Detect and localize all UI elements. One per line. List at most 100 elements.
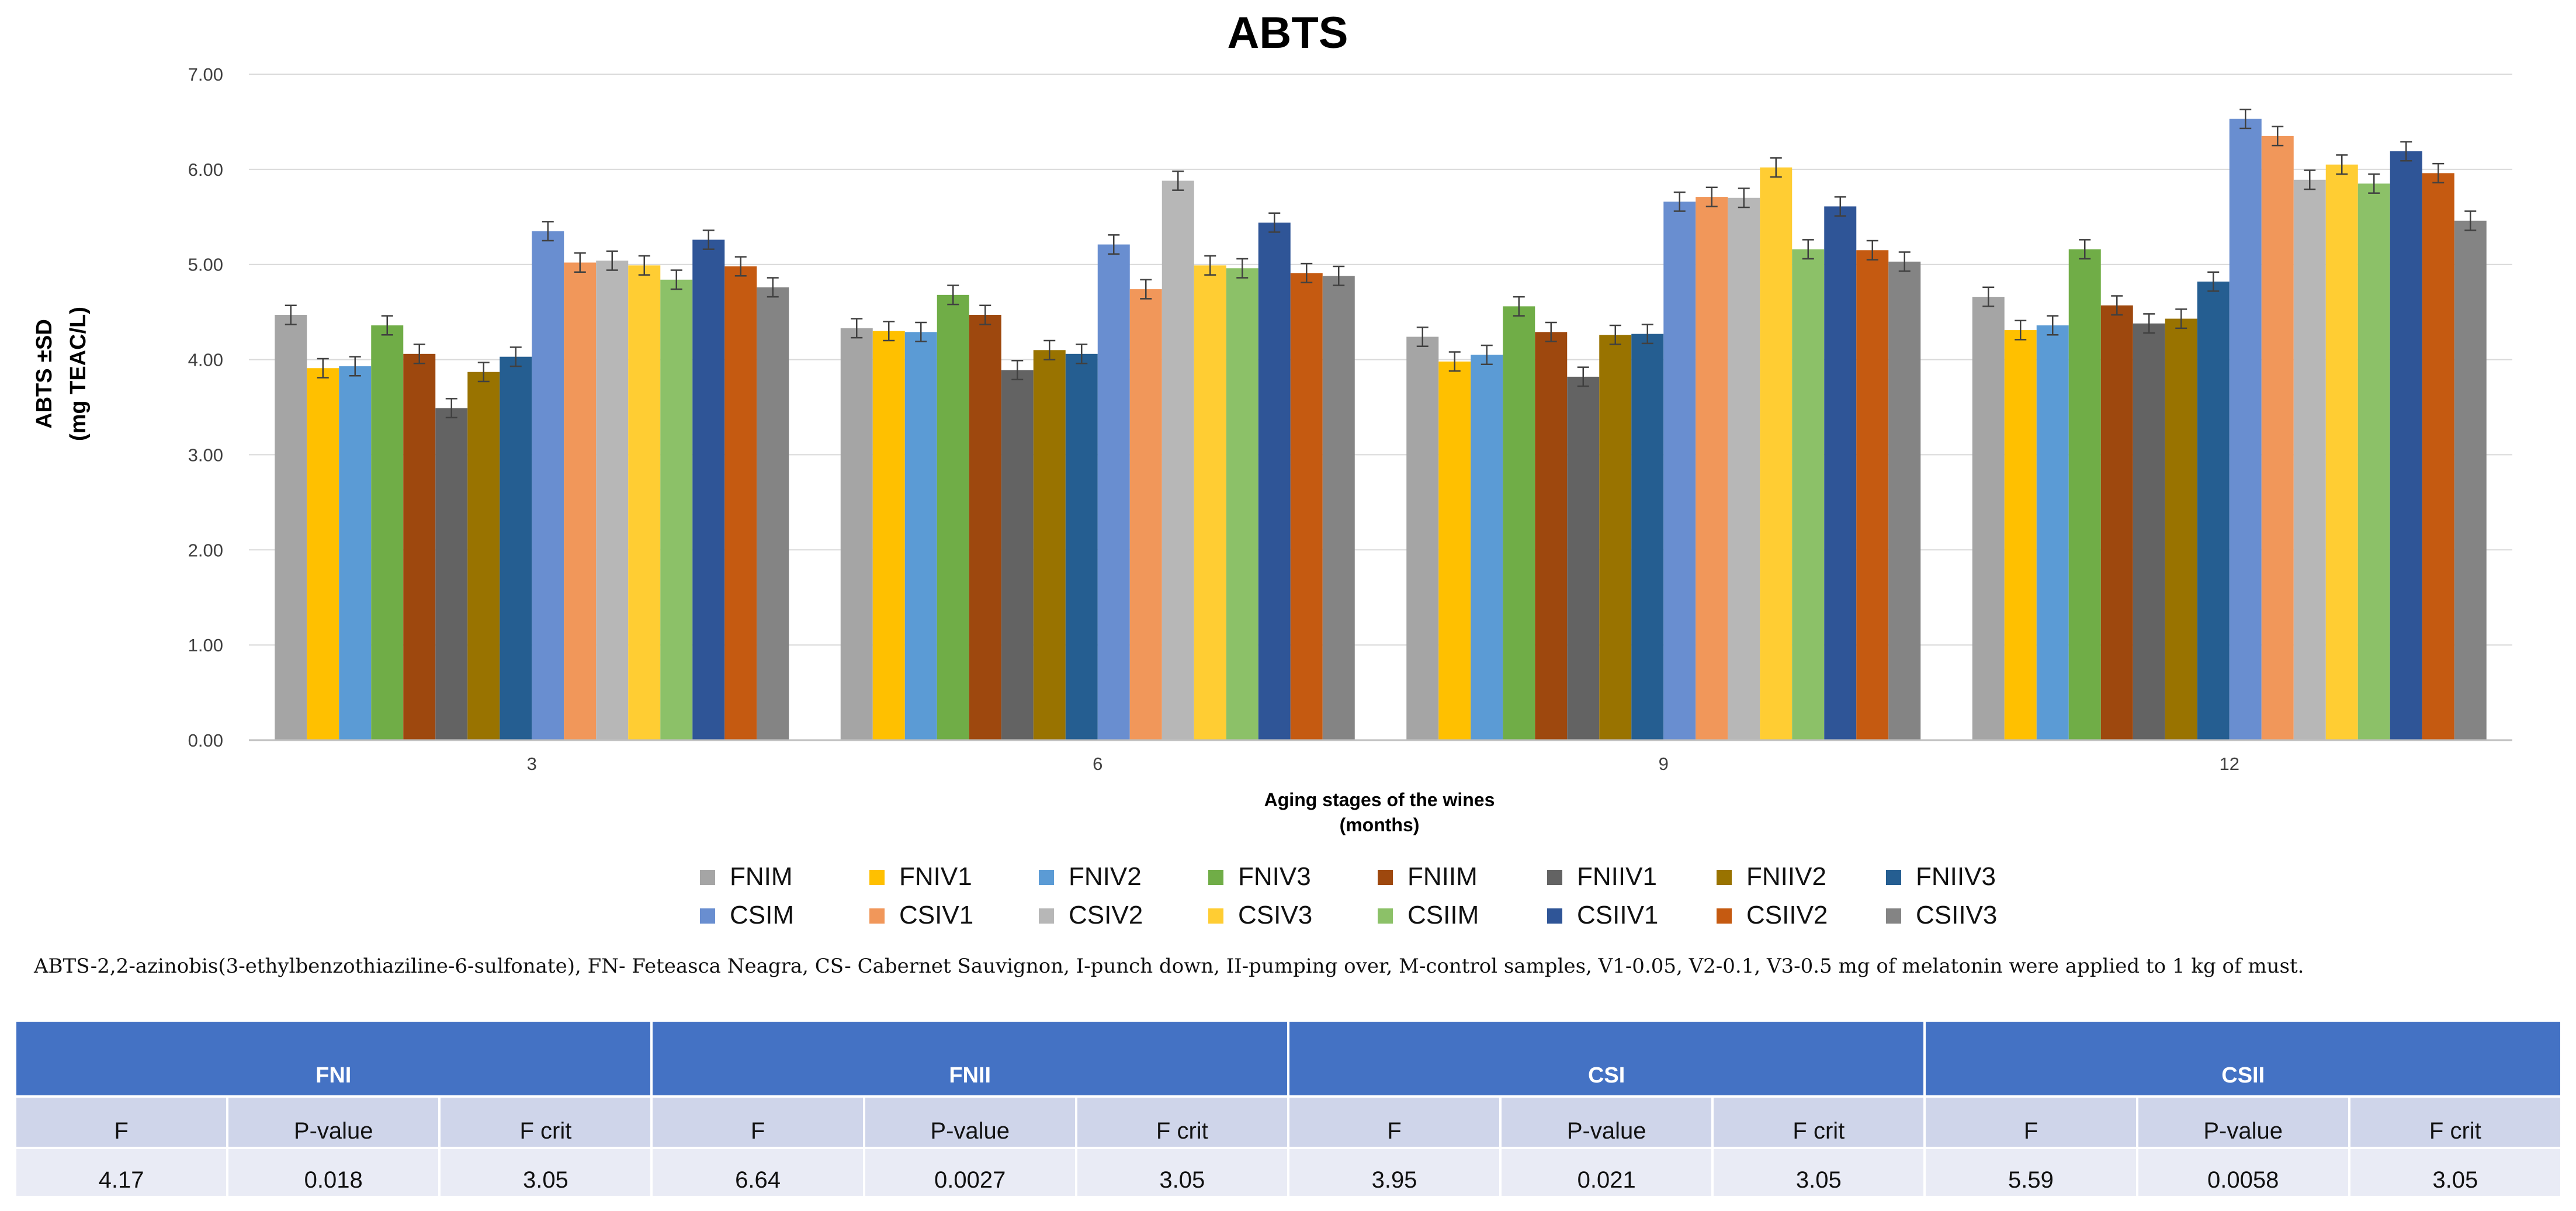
table-cell: 3.05 [1074,1147,1289,1198]
table-column-header-row: F P-value F crit F P-value F crit F P-va… [13,1095,2563,1149]
table-cell: 5.59 [1923,1147,2138,1198]
legend-swatch [1886,908,1901,924]
bar-fniim-3 [403,353,436,740]
legend: FNIM FNIV1 FNIV2 FNIV3 FNIIM FNIIV1 FNIIV2 FNII… [700,862,1997,929]
bar-fniiv1-3 [435,408,468,740]
error-bar [638,255,650,276]
legend-label: FNIV2 [1069,862,1142,891]
bar-csiim-12 [2357,183,2390,740]
bar-fniv3-12 [2068,249,2101,741]
bar-csiim-9 [1792,249,1825,741]
bar-csiiv2-12 [2422,173,2454,740]
y-tick-label: 7.00 [188,64,223,85]
y-tick-label: 0.00 [188,730,223,751]
legend-swatch [700,908,715,924]
error-bar [1802,239,1814,260]
x-tick-label: 9 [1659,754,1669,774]
bar-csiv1-6 [1129,289,1162,740]
column-header: P-value [226,1095,441,1149]
column-header: P-value [2135,1095,2350,1149]
error-bar [1108,234,1120,255]
table-group-header-row: FNI FNII CSI CSII [13,1019,2563,1098]
error-bar [1140,279,1152,300]
error-bar [1172,170,1184,191]
bar-fniiv3-3 [500,356,532,740]
column-header: F crit [438,1095,653,1149]
table-cell: 0.0058 [2135,1147,2350,1198]
column-header: F crit [1074,1095,1289,1149]
x-axis-label-line2: (months) [1340,814,1420,835]
bar-fniv1-3 [307,368,339,740]
legend-label: CSIIV3 [1916,901,1997,929]
table-cell: 0.0027 [862,1147,1077,1198]
x-tick-label: 3 [527,754,537,774]
error-bars [285,109,2477,419]
legend-swatch [1886,870,1901,885]
error-bar [2207,271,2220,292]
bar-csiv2-9 [1728,197,1760,740]
bar-csiiv2-3 [724,266,757,740]
error-bar [851,318,863,339]
bar-csiv1-3 [564,262,597,740]
table-cell: 4.17 [13,1147,229,1198]
error-bar [1641,324,1653,345]
error-bar [670,269,682,290]
bar-fniv2-12 [2036,325,2069,740]
bar-csiiv1-3 [692,240,725,740]
table-cell: 3.05 [438,1147,653,1198]
bar-csim-12 [2229,119,2262,741]
x-tick-label: 6 [1093,754,1102,774]
bars [275,119,2487,741]
bar-fniiv2-6 [1033,350,1066,740]
bar-fniiv3-9 [1631,334,1664,740]
bar-fniv1-6 [872,331,905,740]
error-bar [2079,239,2091,260]
legend-swatch [869,870,885,885]
bar-csiv3-9 [1760,167,1793,741]
legend-swatch [700,870,715,885]
legend-label: CSIIV2 [1746,901,1828,929]
bar-fniiv2-9 [1599,335,1632,740]
legend-label: CSIIV1 [1577,901,1658,929]
table-cell: 3.05 [2348,1147,2563,1198]
legend-label: FNIIV2 [1746,862,1826,891]
error-bar [1705,186,1718,207]
footnote: ABTS-2,2-azinobis(3-ethylbenzothiaziline… [34,955,2304,978]
error-bar [2047,315,2059,336]
error-bar [1513,296,1525,317]
error-bar [2336,154,2348,175]
error-bar [2143,313,2155,334]
legend-label: CSIV2 [1069,901,1143,929]
error-bar [1577,366,1589,387]
bar-csiim-3 [660,279,693,740]
error-bar [702,229,715,250]
bar-csim-3 [532,231,564,740]
error-bar [574,252,586,273]
error-bar [285,304,297,325]
legend-label: FNIIV1 [1577,862,1657,891]
bar-fniv1-9 [1438,361,1471,740]
y-tick-label: 1.00 [188,635,223,655]
bar-fniiv2-12 [2165,318,2197,740]
bar-fnim-3 [275,315,307,740]
legend-swatch [1208,870,1223,885]
error-bar [1204,255,1216,276]
column-header: F [13,1095,229,1149]
chart-title: ABTS [1228,8,1348,58]
bar-csiiv1-12 [2390,151,2422,740]
group-header: FNI [13,1019,653,1098]
bar-fnim-12 [1972,297,2005,741]
column-header: F [650,1095,865,1149]
error-bar [509,346,522,367]
legend-label: CSIV3 [1238,901,1312,929]
legend-swatch [1547,870,1562,885]
error-bar [915,321,927,342]
bar-csiiv1-9 [1824,206,1857,740]
error-bar [1866,240,1878,261]
column-header: P-value [862,1095,1077,1149]
error-bar [2368,173,2380,194]
bar-csiiv2-6 [1290,273,1323,740]
y-axis-label-line1: ABTS ±SD [32,319,57,429]
y-axis-label-line2: (mg TEAC/L) [66,307,91,441]
error-bar [1898,251,1911,272]
